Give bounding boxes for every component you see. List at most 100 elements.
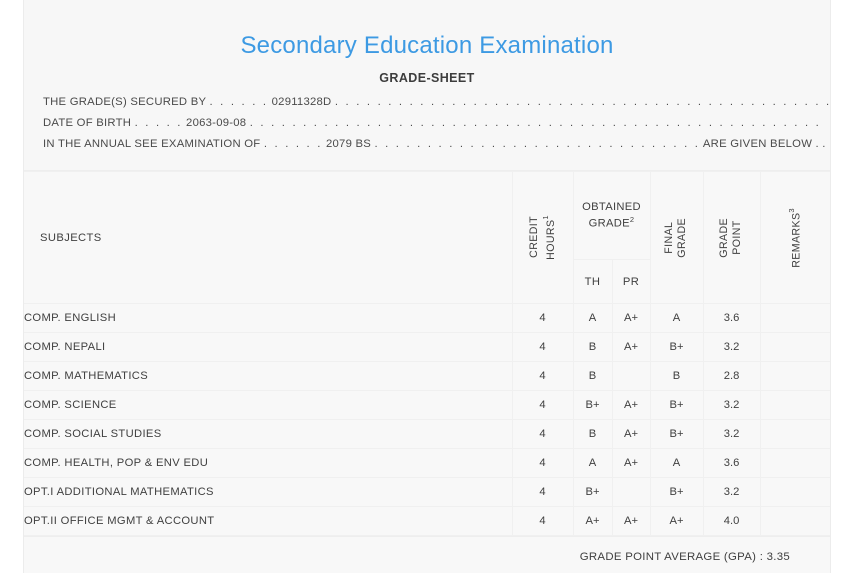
cell-credit-hours: 4 (511, 361, 574, 392)
remarks-footnote-marker: 3 (786, 208, 796, 213)
cell-remarks (759, 477, 831, 508)
cell-practical-grade: A+ (611, 332, 651, 363)
remarks-label: REMARKS (790, 212, 803, 268)
column-header-subjects: SUBJECTS (24, 171, 513, 305)
table-row: COMP. HEALTH, POP & ENV EDU 4 A A+ A 3.6 (24, 448, 831, 479)
column-header-remarks: REMARKS3 (759, 171, 831, 305)
obtained-grade-footnote-marker: 2 (629, 215, 635, 225)
cell-subject: COMP. HEALTH, POP & ENV EDU (24, 448, 513, 479)
column-header-grade-point-text: GRADE POINT (718, 218, 744, 258)
info-line-date-of-birth: DATE OF BIRTH . . . . . 2063-09-08 . . .… (24, 112, 830, 133)
info-line-examination-year: IN THE ANNUAL SEE EXAMINATION OF . . . .… (24, 133, 830, 154)
cell-practical-grade: A+ (611, 303, 651, 334)
cell-grade-point: 2.8 (702, 361, 761, 392)
cell-final-grade: B+ (649, 390, 704, 421)
cell-remarks (759, 506, 831, 537)
cell-grade-point: 3.2 (702, 419, 761, 450)
obtained-grade-label: OBTAINED GRADE (582, 200, 641, 230)
table-row: COMP. NEPALI 4 B A+ B+ 3.2 (24, 332, 831, 363)
cell-grade-point: 3.2 (702, 332, 761, 363)
cell-subject: COMP. SCIENCE (24, 390, 513, 421)
column-header-practical: PR (611, 259, 651, 305)
cell-final-grade: A+ (649, 506, 704, 537)
grade-point-average: GRADE POINT AVERAGE (GPA) : 3.35 (579, 551, 790, 564)
cell-grade-point: 3.2 (702, 390, 761, 421)
grades-table-header-row: SUBJECTS CREDIT HOURS1 OBTAINED GRADE2 F… (24, 171, 831, 305)
table-row: OPT.II OFFICE MGMT & ACCOUNT 4 A+ A+ A+ 4.0 (24, 506, 831, 537)
cell-practical-grade: A+ (611, 390, 651, 421)
info-suffix-are-given-below: ARE GIVEN BELOW . . . (702, 137, 830, 150)
gradesheet-footer: GRADE POINT AVERAGE (GPA) : 3.35 COMPLET… (24, 536, 830, 573)
cell-grade-point: 4.0 (702, 506, 761, 537)
info-dots-leading-3: . . . . . . (263, 137, 323, 150)
credit-hours-header-wrap: CREDIT HOURS1 (513, 195, 573, 281)
credit-hours-footnote-marker: 1 (540, 215, 550, 221)
cell-final-grade: B (649, 361, 704, 392)
info-line-grades-secured-by: THE GRADE(S) SECURED BY . . . . . . 0291… (24, 91, 830, 112)
cell-subject: COMP. SOCIAL STUDIES (24, 419, 513, 450)
cell-theory-grade: B+ (572, 390, 613, 421)
cell-subject: COMP. NEPALI (24, 332, 513, 363)
cell-credit-hours: 4 (511, 448, 574, 479)
column-header-theory: TH (572, 259, 613, 305)
info-label-date-of-birth: DATE OF BIRTH (43, 116, 132, 129)
cell-practical-grade: A+ (611, 419, 651, 450)
table-row: COMP. ENGLISH 4 A A+ A 3.6 (24, 303, 831, 334)
cell-theory-grade: B (572, 361, 613, 392)
info-dots-leading-2: . . . . . (134, 116, 183, 129)
cell-remarks (759, 419, 831, 450)
info-label-grades-secured-by: THE GRADE(S) SECURED BY (43, 95, 207, 108)
cell-practical-grade: A+ (611, 448, 651, 479)
cell-subject: COMP. MATHEMATICS (24, 361, 513, 392)
final-grade-header-wrap: FINAL GRADE (651, 195, 703, 281)
info-dots-leading-1: . . . . . . (209, 95, 269, 108)
cell-theory-grade: B (572, 332, 613, 363)
cell-grade-point: 3.6 (702, 448, 761, 479)
table-row: COMP. MATHEMATICS 4 B B 2.8 (24, 361, 831, 392)
cell-remarks (759, 303, 831, 334)
cell-remarks (759, 448, 831, 479)
column-header-remarks-text: REMARKS3 (787, 208, 804, 268)
table-row: OPT.I ADDITIONAL MATHEMATICS 4 B+ B+ 3.2 (24, 477, 831, 508)
table-row: COMP. SCIENCE 4 B+ A+ B+ 3.2 (24, 390, 831, 421)
column-header-grade-point: GRADE POINT (702, 171, 761, 305)
cell-credit-hours: 4 (511, 390, 574, 421)
cell-theory-grade: A+ (572, 506, 613, 537)
info-value-date-of-birth: 2063-09-08 (186, 116, 247, 129)
page-title: Secondary Education Examination (240, 32, 614, 59)
cell-subject: OPT.I ADDITIONAL MATHEMATICS (24, 477, 513, 508)
cell-subject: OPT.II OFFICE MGMT & ACCOUNT (24, 506, 513, 537)
info-dots-trailing-1: . . . . . . . . . . . . . . . . . . . . … (334, 95, 830, 108)
cell-theory-grade: A (572, 303, 613, 334)
cell-credit-hours: 4 (511, 477, 574, 508)
gradesheet-card: Secondary Education Examination GRADE-SH… (23, 0, 831, 573)
cell-final-grade: A (649, 303, 704, 334)
cell-credit-hours: 4 (511, 332, 574, 363)
cell-theory-grade: A (572, 448, 613, 479)
cell-credit-hours: 4 (511, 303, 574, 334)
table-row: COMP. SOCIAL STUDIES 4 B A+ B+ 3.2 (24, 419, 831, 450)
info-value-symbol-number: 02911328D (271, 95, 332, 108)
cell-final-grade: A (649, 448, 704, 479)
cell-remarks (759, 361, 831, 392)
info-value-examination-year: 2079 BS (325, 137, 372, 150)
cell-practical-grade (611, 477, 651, 508)
column-header-final-grade: FINAL GRADE (649, 171, 704, 305)
credit-hours-label: CREDIT HOURS (527, 216, 557, 261)
info-dots-trailing-3: . . . . . . . . . . . . . . . . . . . . … (374, 137, 701, 150)
column-header-credit-hours: CREDIT HOURS1 (511, 171, 574, 305)
cell-theory-grade: B (572, 419, 613, 450)
remarks-header-wrap: REMARKS3 (761, 195, 831, 281)
cell-theory-grade: B+ (572, 477, 613, 508)
grades-table: SUBJECTS CREDIT HOURS1 OBTAINED GRADE2 F… (24, 171, 831, 537)
grades-table-subheader-row: TH PR (24, 259, 830, 305)
cell-practical-grade: A+ (611, 506, 651, 537)
cell-final-grade: B+ (649, 477, 704, 508)
cell-grade-point: 3.2 (702, 477, 761, 508)
cell-grade-point: 3.6 (702, 303, 761, 334)
grade-point-header-wrap: GRADE POINT (704, 195, 760, 281)
cell-subject: COMP. ENGLISH (24, 303, 513, 334)
column-header-credit-hours-text: CREDIT HOURS1 (528, 215, 558, 260)
grades-table-body: COMP. ENGLISH 4 A A+ A 3.6 COMP. NEPALI 4 B A+ B+ 3… (24, 303, 831, 537)
